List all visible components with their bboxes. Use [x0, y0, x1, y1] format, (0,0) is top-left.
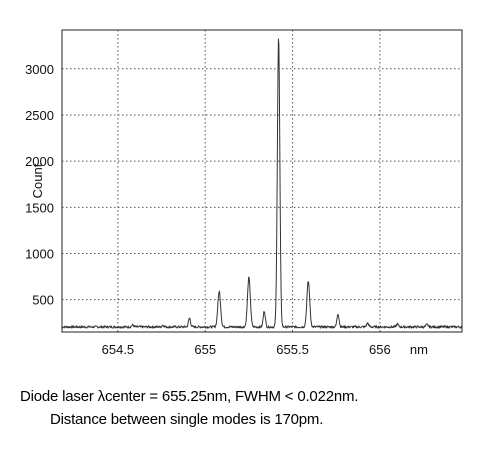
x-tick-label: 655	[194, 342, 216, 357]
y-tick-labels: 500 1000 1500 2000 2500 3000	[25, 62, 54, 308]
plot-frame	[61, 29, 463, 333]
y-tick-label: 2500	[25, 108, 54, 123]
spectrum-chart: 654.5 655 655.5 656 500 1000 1500 2000 2500 3000…	[25, 29, 463, 357]
y-tick-label: 2000	[25, 154, 54, 169]
x-axis-unit-label: nm	[410, 342, 428, 357]
spectrum-series-line	[61, 38, 463, 329]
x-tick-label: 654.5	[102, 342, 135, 357]
y-tick-label: 1000	[25, 246, 54, 261]
y-axis-label: Count	[30, 163, 45, 198]
y-tick-label: 1500	[25, 200, 54, 215]
x-tick-label: 656	[369, 342, 391, 357]
x-tick-labels: 654.5 655 655.5 656	[102, 342, 391, 357]
grid-lines	[62, 30, 462, 332]
x-tick-label: 655.5	[276, 342, 309, 357]
caption-line-1: Diode laser λcenter = 655.25nm, FWHM < 0…	[20, 388, 359, 405]
y-tick-label: 3000	[25, 62, 54, 77]
y-tick-label: 500	[32, 293, 54, 308]
caption-line-2: Distance between single modes is 170pm.	[50, 411, 324, 428]
